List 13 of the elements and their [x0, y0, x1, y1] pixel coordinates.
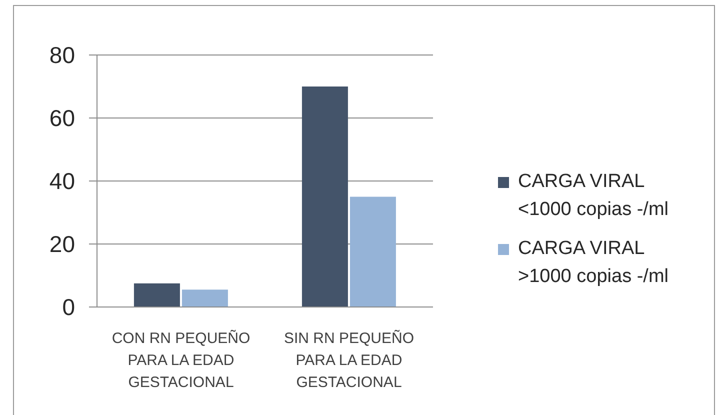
y-tick-label: 20	[49, 231, 75, 258]
bar	[182, 290, 228, 307]
x-tick-label: SIN RN PEQUEÑO PARA LA EDAD GESTACIONAL	[284, 329, 414, 391]
x-tick-label: CON RN PEQUEÑO PARA LA EDAD GESTACIONAL	[112, 329, 250, 391]
y-tick-label: 60	[49, 105, 75, 132]
y-tick-label: 0	[62, 294, 75, 320]
y-tick-label: 80	[49, 42, 75, 68]
legend-label: CARGA VIRAL <1000 copias -/ml	[518, 170, 670, 222]
bar	[302, 86, 348, 307]
legend-label: CARGA VIRAL >1000 copias -/ml	[518, 237, 670, 289]
bar	[350, 196, 396, 307]
y-tick-label: 40	[49, 168, 75, 194]
bar	[134, 283, 180, 307]
